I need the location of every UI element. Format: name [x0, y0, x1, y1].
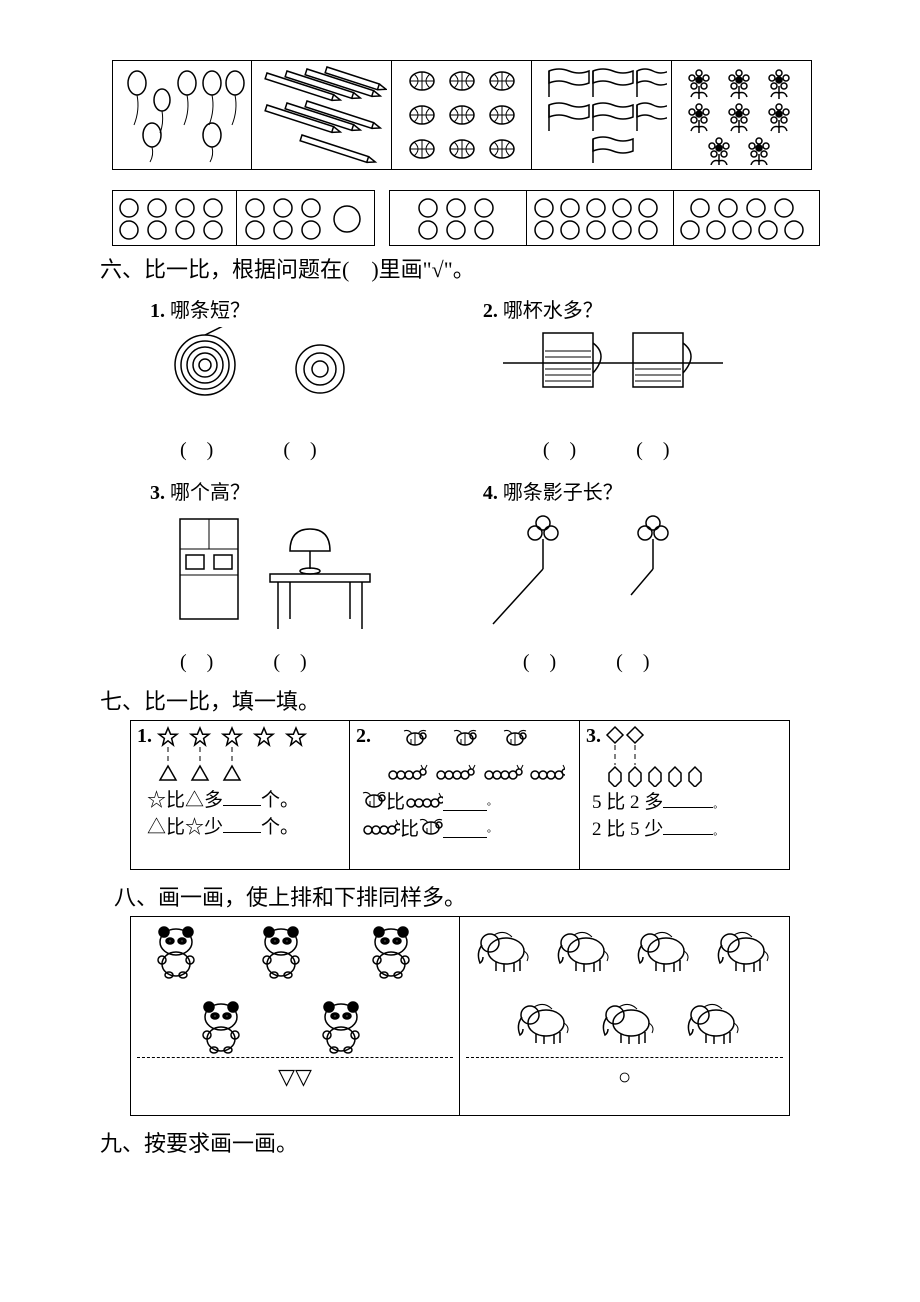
q1-paren-left[interactable]: ( ) [180, 433, 213, 462]
q4-paren-left[interactable]: ( ) [523, 645, 556, 674]
q2-paren-right[interactable]: ( ) [636, 433, 669, 462]
q2-num: 2. [483, 300, 498, 322]
s8-pandas-answerrow[interactable]: ▽▽ [131, 1058, 459, 1096]
section8-table: ▽▽ ○ [130, 916, 820, 1116]
s7-q1-line1b: 个。 [261, 790, 299, 811]
image-grid-row1 [112, 60, 820, 170]
section6-heading-text: 六、比一比，根据问题在( )里画"√"。 [100, 257, 475, 282]
s7-q3-blank2[interactable] [663, 815, 713, 835]
s8-elephants-answerrow[interactable]: ○ [460, 1058, 789, 1096]
q1-paren-right[interactable]: ( ) [283, 433, 316, 462]
s7-q1-num: 1. [137, 725, 152, 748]
s7-q2-line1a: 比 [386, 787, 405, 814]
match-cell-4 [527, 190, 673, 246]
s7-q1-svg [156, 725, 326, 785]
s7-q2-line2a: 比 [400, 814, 419, 841]
q2-block: 2. 哪杯水多？ ( ) ( ) [483, 288, 790, 462]
q2-title: 哪杯水多？ [503, 300, 603, 322]
match-cell-2 [237, 190, 375, 246]
s7-q3-num: 3. [586, 725, 601, 748]
section9-heading-text: 九、按要求画一画。 [100, 1131, 298, 1156]
flowers-svg [677, 65, 807, 165]
q4-paren-right[interactable]: ( ) [616, 645, 649, 674]
q1-title: 哪条短？ [170, 300, 250, 322]
cell-lanterns [392, 60, 532, 170]
s7-q2-svg [375, 725, 565, 787]
cell-flags [532, 60, 672, 170]
s7-q1-blank1[interactable] [223, 786, 261, 806]
s7-q3-blank1[interactable] [663, 788, 713, 808]
s7-q1-line1a: ☆比△多 [147, 790, 223, 811]
cell-pens [252, 60, 392, 170]
q4-block: 4. 哪条影子长？ ( ) ( ) [483, 470, 790, 674]
image-grid-row2 [112, 190, 820, 246]
section7-heading: 七、比一比，填一填。 [100, 684, 820, 716]
q3-num: 3. [150, 482, 165, 504]
q1-num: 1. [150, 300, 165, 322]
s7-q3-svg [605, 725, 775, 787]
s7-q3-period1: 。 [713, 800, 723, 811]
q1-block: 1. 哪条短？ ( ) ( ) [150, 288, 457, 462]
s7-cell-2: 2. 比 [350, 720, 580, 870]
q3-title: 哪个高？ [170, 482, 250, 504]
s7-q2-num: 2. [356, 725, 371, 748]
pens-svg [257, 65, 387, 165]
q1-svg [150, 327, 410, 427]
section9-heading: 九、按要求画一画。 [100, 1126, 820, 1158]
section7-heading-text: 七、比一比，填一填。 [100, 689, 320, 714]
q3-paren-right[interactable]: ( ) [273, 645, 306, 674]
section8-heading-text: 八、画一画，使上排和下排同样多。 [114, 885, 466, 910]
s7-cell-1: 1. [130, 720, 350, 870]
balloons-svg [117, 65, 247, 165]
s7-q3-line1a: 5 比 2 多 [592, 792, 663, 813]
s8-cell-pandas: ▽▽ [130, 916, 460, 1116]
tri-2: ▽ [295, 1064, 312, 1089]
q4-num: 4. [483, 482, 498, 504]
s7-q2-blank2[interactable] [443, 818, 487, 838]
q4-title: 哪条影子长？ [503, 482, 623, 504]
s7-q2-blank1[interactable] [443, 791, 487, 811]
q4-svg [483, 509, 743, 639]
s7-q3-line2a: 2 比 5 少 [592, 819, 663, 840]
s8-cell-elephants: ○ [460, 916, 790, 1116]
flags-svg [537, 65, 667, 165]
s7-cell-3: 3. 5 比 2 多。 [580, 720, 790, 870]
cell-balloons [112, 60, 252, 170]
cell-flowers [672, 60, 812, 170]
pandas-svg [131, 917, 457, 1057]
s7-q2-period1: 。 [487, 793, 497, 808]
s7-q1-blank2[interactable] [223, 813, 261, 833]
q2-paren-left[interactable]: ( ) [543, 433, 576, 462]
section6-heading: 六、比一比，根据问题在( )里画"√"。 [100, 252, 820, 284]
section8-heading: 八、画一画，使上排和下排同样多。 [114, 880, 820, 912]
section7-table: 1. [130, 720, 820, 870]
s7-q2-period2: 。 [487, 820, 497, 835]
match-cell-1 [112, 190, 237, 246]
match-cell-5 [674, 190, 820, 246]
tri-1: ▽ [278, 1064, 295, 1089]
elephants-svg [460, 917, 786, 1057]
match-cell-3 [389, 190, 527, 246]
q3-paren-left[interactable]: ( ) [180, 645, 213, 674]
circ-1: ○ [618, 1064, 631, 1089]
s7-q3-period2: 。 [713, 827, 723, 838]
q3-svg [150, 509, 410, 639]
lanterns-svg [397, 65, 527, 165]
s7-q1-line2b: 个。 [261, 817, 299, 838]
q2-svg [483, 327, 743, 427]
s7-q1-line2a: △比☆少 [147, 817, 223, 838]
q3-block: 3. 哪个高？ [150, 470, 457, 674]
